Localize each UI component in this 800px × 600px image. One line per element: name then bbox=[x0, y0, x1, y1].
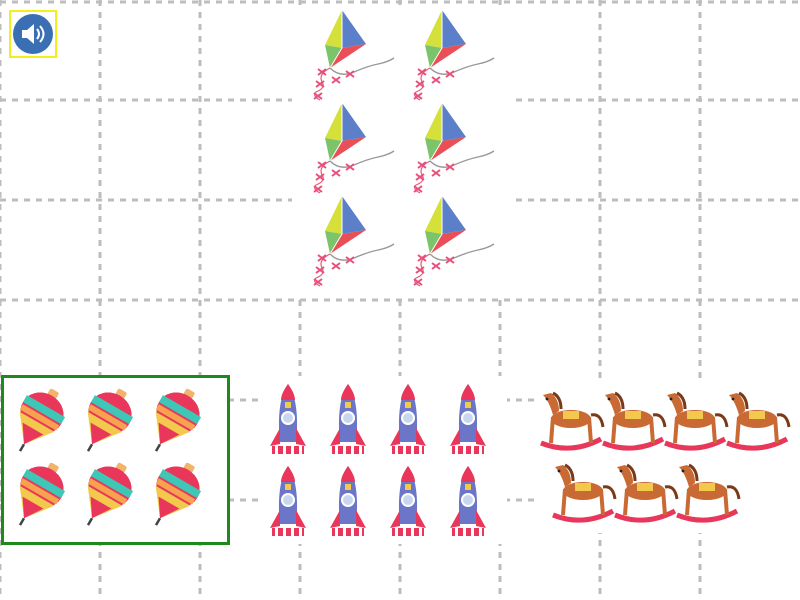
answer-option-rocking-horses[interactable] bbox=[535, 383, 798, 533]
rocking-horse-icon bbox=[602, 391, 667, 451]
kite-icon bbox=[313, 196, 395, 287]
kite-icon bbox=[313, 10, 395, 101]
kite-icon bbox=[413, 196, 495, 287]
kites-set bbox=[313, 10, 495, 287]
rocket-icon bbox=[390, 466, 426, 536]
answer-option-spinning-tops[interactable] bbox=[1, 375, 230, 545]
audio-button[interactable] bbox=[9, 10, 57, 58]
question-kites-group bbox=[292, 5, 510, 295]
rocket-icon bbox=[450, 384, 486, 454]
rocking-horse-icon bbox=[614, 463, 679, 523]
spinning-top-icon bbox=[86, 462, 134, 526]
spinning-top-icon bbox=[86, 388, 134, 452]
rocking-horse-icon bbox=[540, 391, 605, 451]
rockets-set bbox=[270, 384, 486, 536]
rocking-horse-icon bbox=[726, 391, 791, 451]
rocket-icon bbox=[330, 384, 366, 454]
spinning-top-icon bbox=[154, 462, 202, 526]
spinning-top-icon bbox=[154, 388, 202, 452]
kite-icon bbox=[413, 103, 495, 194]
rocket-icon bbox=[450, 466, 486, 536]
spinning-top-icon bbox=[18, 462, 66, 526]
rocket-icon bbox=[330, 466, 366, 536]
kite-icon bbox=[413, 10, 495, 101]
rocking-horse-icon bbox=[664, 391, 729, 451]
rocking-horses-set bbox=[540, 391, 791, 523]
rocket-icon bbox=[270, 466, 306, 536]
rocket-icon bbox=[390, 384, 426, 454]
spinning-tops-set bbox=[18, 388, 202, 526]
spinning-top-icon bbox=[18, 388, 66, 452]
answer-option-rockets[interactable] bbox=[262, 376, 507, 544]
rocking-horse-icon bbox=[552, 463, 617, 523]
kite-icon bbox=[313, 103, 395, 194]
speaker-icon bbox=[13, 14, 53, 54]
rocket-icon bbox=[270, 384, 306, 454]
rocking-horse-icon bbox=[676, 463, 741, 523]
